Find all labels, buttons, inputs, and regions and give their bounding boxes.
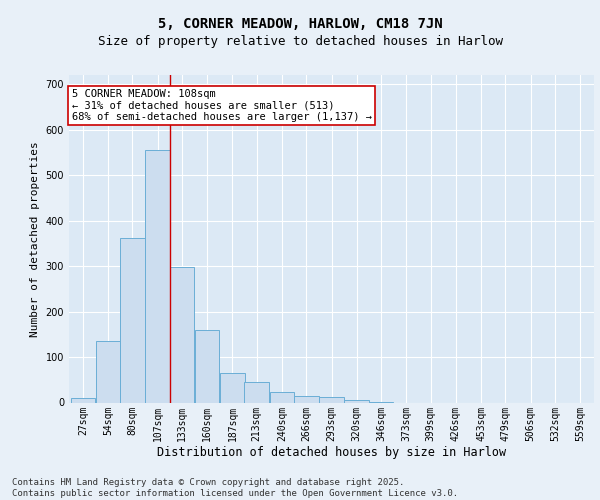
Bar [220, 373, 245, 402]
Bar [145, 150, 170, 403]
Bar [294, 396, 319, 402]
Text: 5 CORNER MEADOW: 108sqm
← 31% of detached houses are smaller (513)
68% of semi-d: 5 CORNER MEADOW: 108sqm ← 31% of detache… [71, 88, 371, 122]
Bar [344, 400, 369, 402]
Bar [120, 238, 145, 402]
Bar [244, 382, 269, 402]
Y-axis label: Number of detached properties: Number of detached properties [30, 141, 40, 336]
Text: 5, CORNER MEADOW, HARLOW, CM18 7JN: 5, CORNER MEADOW, HARLOW, CM18 7JN [158, 18, 442, 32]
Bar [270, 392, 294, 402]
Bar [96, 341, 121, 402]
Bar [170, 267, 194, 402]
Text: Size of property relative to detached houses in Harlow: Size of property relative to detached ho… [97, 35, 503, 48]
Bar [319, 397, 344, 402]
Bar [71, 398, 95, 402]
Bar [195, 330, 220, 402]
Text: Contains HM Land Registry data © Crown copyright and database right 2025.
Contai: Contains HM Land Registry data © Crown c… [12, 478, 458, 498]
X-axis label: Distribution of detached houses by size in Harlow: Distribution of detached houses by size … [157, 446, 506, 459]
